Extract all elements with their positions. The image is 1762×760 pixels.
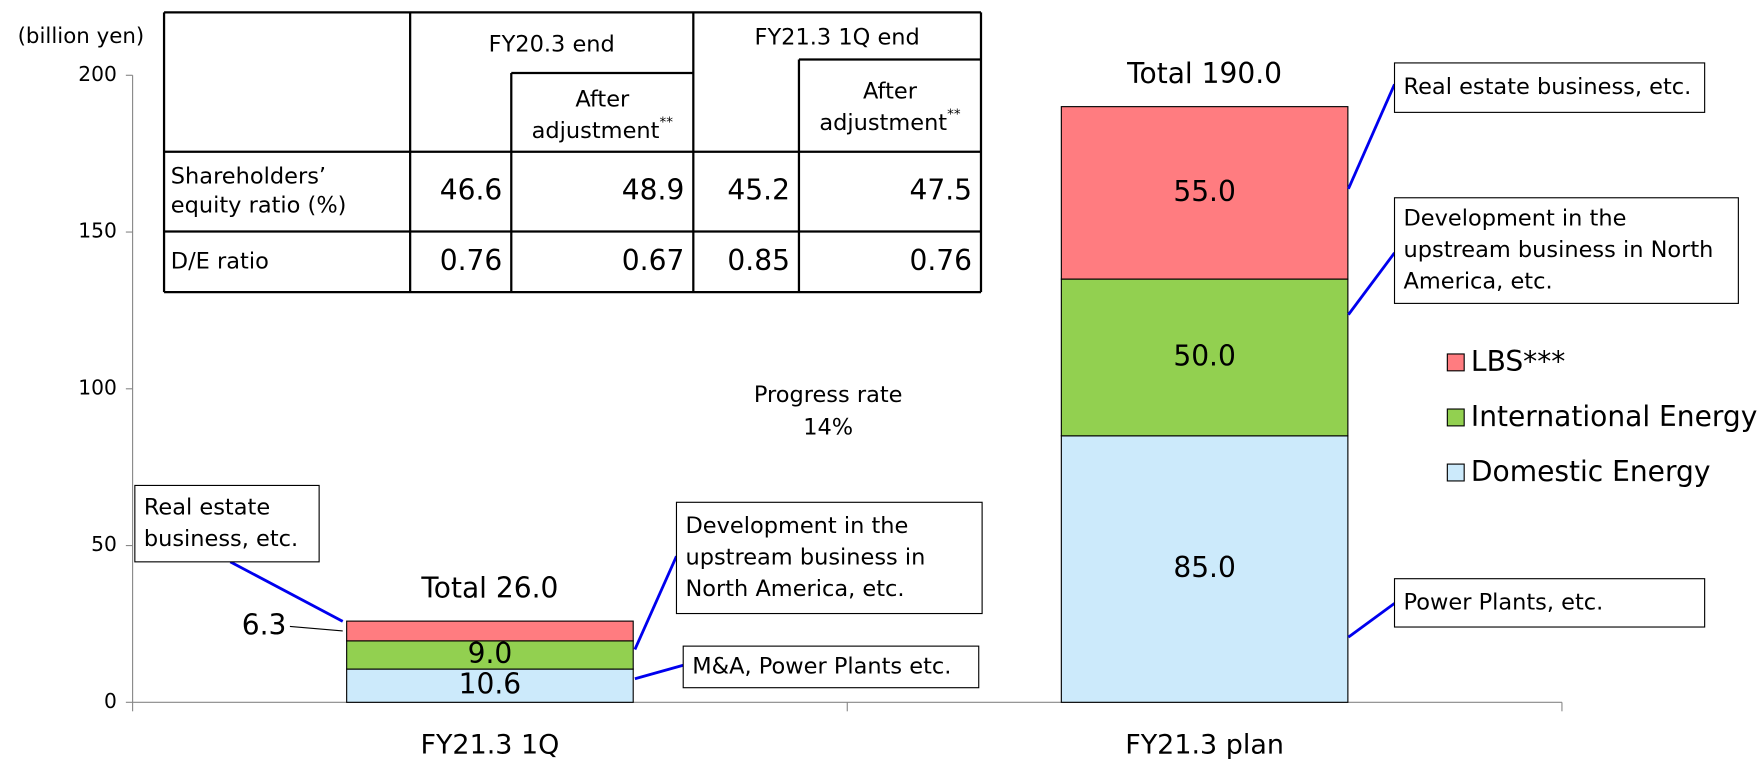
legend-label: Domestic Energy — [1471, 455, 1711, 488]
callout-text: business, etc. — [144, 526, 298, 552]
y-tick-label: 200 — [78, 62, 117, 86]
total-label: Total 26.0 — [420, 572, 558, 605]
y-tick-label: 0 — [104, 689, 117, 713]
table-cell: 47.5 — [909, 174, 972, 207]
legend-label: LBS*** — [1471, 345, 1565, 378]
callout-box — [134, 484, 320, 563]
progress-text: Progress rate — [754, 382, 903, 408]
table-cell: 0.67 — [622, 244, 685, 277]
table-cell: 0.76 — [909, 244, 972, 277]
callout-box — [1393, 62, 1706, 113]
ratio-table: FY20.3 end FY21.3 1Q endAfteradjustment**… — [162, 11, 983, 294]
bar-segment — [1060, 106, 1349, 280]
value-label: 55.0 — [1173, 175, 1236, 208]
callout-leader — [1347, 602, 1396, 639]
callout-leader — [1347, 251, 1396, 316]
bar-segment — [346, 640, 634, 670]
callout-text: America, etc. — [1404, 269, 1553, 295]
value-label: 85.0 — [1173, 551, 1236, 584]
value-label: 50.0 — [1173, 339, 1236, 372]
table-cell: 0.76 — [440, 244, 503, 277]
table-header: FY21.3 1Q end — [755, 25, 920, 51]
callout-leader — [229, 560, 344, 623]
table-header: adjustment** — [532, 114, 674, 143]
callout-leader — [1347, 83, 1396, 190]
x-tick-label: FY21.3 plan — [1125, 730, 1284, 760]
callout-text: North America, etc. — [685, 576, 904, 602]
legend-label: International Energy — [1471, 400, 1757, 433]
callout-text: Real estate business, etc. — [1404, 74, 1692, 100]
table-header: After — [863, 79, 918, 105]
table-header: After — [575, 87, 630, 113]
callout-box — [1393, 578, 1706, 628]
callout-leader — [634, 663, 684, 681]
progress-text: 14% — [803, 415, 853, 441]
legend-swatch — [1446, 408, 1465, 427]
value-label: 10.6 — [459, 668, 522, 701]
y-tick-label: 100 — [78, 375, 117, 399]
bar-segment — [346, 620, 634, 642]
table-header: adjustment** — [819, 107, 961, 136]
callout-text: M&A, Power Plants etc. — [692, 653, 951, 679]
table-cell: 0.85 — [727, 244, 790, 277]
chart-body: (billion yen) 0 50 100 150 200 FY21.3 1Q 10.69.… — [18, 11, 1757, 760]
y-tick-label: 50 — [91, 532, 117, 556]
bar-segment — [1060, 435, 1349, 703]
table-cell: 46.6 — [440, 174, 503, 207]
callout-leader — [633, 555, 678, 651]
callout-box — [675, 501, 983, 615]
table-header-mark: ** — [659, 114, 673, 130]
x-tick-label: FY21.3 1Q — [420, 730, 559, 760]
callout-box — [682, 645, 980, 689]
callout-text: upstream business in North — [1404, 237, 1714, 263]
total-label: Total 190.0 — [1126, 57, 1282, 90]
callout-text: Real estate — [144, 494, 270, 520]
row-label: equity ratio (%) — [171, 193, 347, 219]
legend-swatch — [1446, 353, 1465, 372]
bar-segment — [1060, 278, 1349, 437]
row-label: D/E ratio — [171, 248, 269, 274]
table-header-mark: ** — [947, 107, 961, 123]
label-leader — [289, 625, 343, 632]
callout-box — [1393, 197, 1739, 304]
callout-text: upstream business in — [685, 544, 925, 570]
row-label: Shareholders’ — [171, 163, 326, 189]
y-axis-label: (billion yen) — [18, 24, 145, 49]
value-label: 6.3 — [242, 608, 287, 641]
legend-swatch — [1446, 463, 1465, 482]
callout-text: Development in the — [1404, 206, 1627, 232]
table-header: FY20.3 end — [489, 31, 615, 57]
callout-text: Power Plants, etc. — [1404, 589, 1604, 615]
callout-text: Development in the — [685, 513, 908, 539]
y-tick-label: 150 — [78, 219, 117, 243]
table-cell: 45.2 — [727, 174, 790, 207]
table-cell: 48.9 — [622, 174, 685, 207]
value-label: 9.0 — [468, 637, 513, 670]
